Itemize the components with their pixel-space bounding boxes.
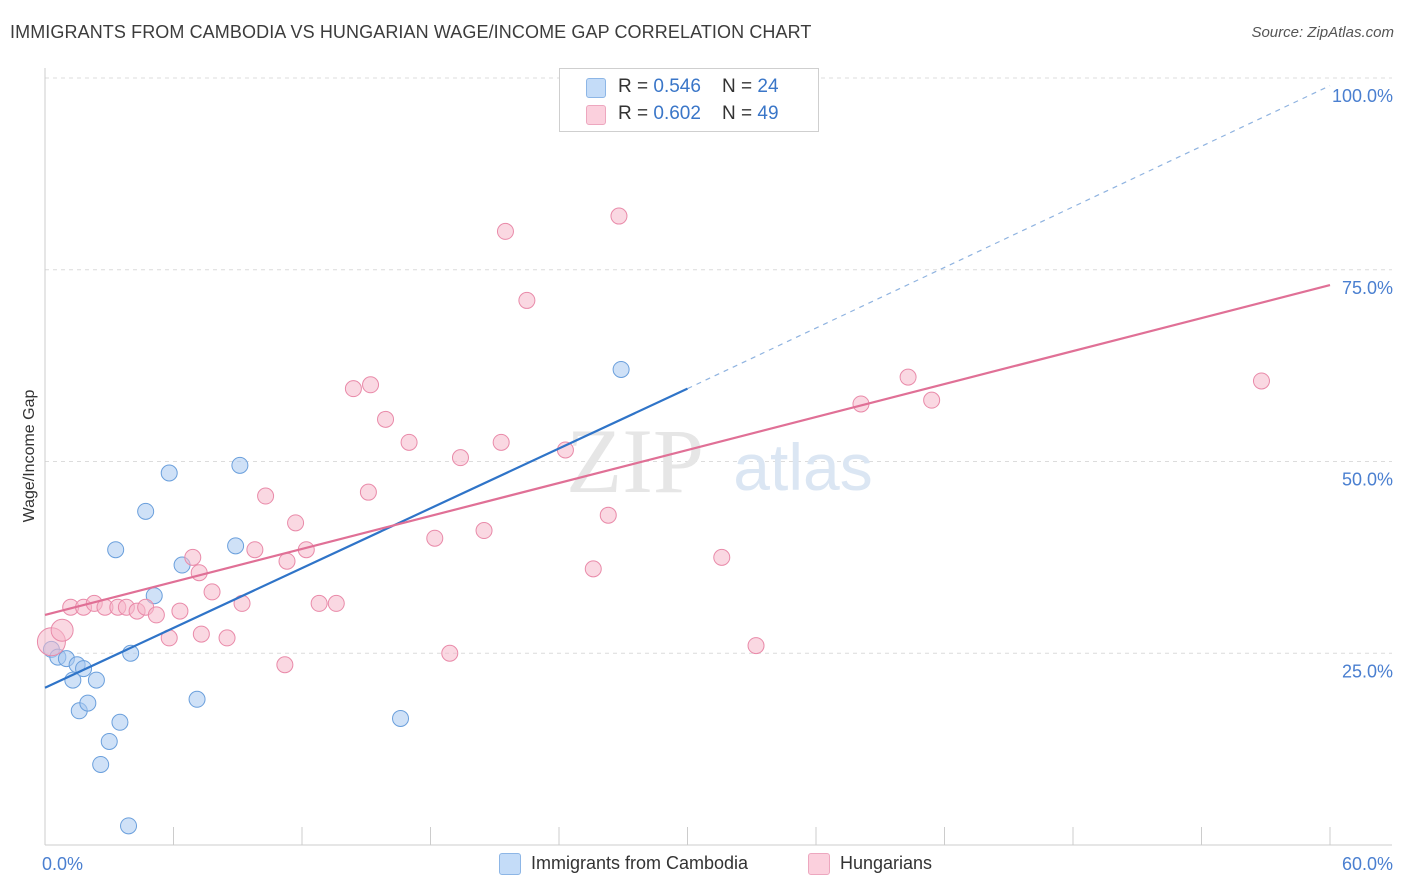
watermark-zip: ZIP bbox=[566, 410, 704, 512]
point-hungarian-36 bbox=[492, 433, 510, 451]
point-hungarian-12 bbox=[171, 602, 189, 620]
point-hungarian-22 bbox=[276, 656, 294, 674]
point-hungarian-35 bbox=[475, 522, 493, 540]
point-hungarian-38 bbox=[518, 291, 536, 309]
point-cambodia-6 bbox=[75, 660, 93, 678]
point-hungarian-15 bbox=[192, 625, 210, 643]
point-hungarian-26 bbox=[327, 594, 345, 612]
point-hungarian-17 bbox=[218, 629, 236, 647]
correlation-legend: R = 0.546 N = 24 R = 0.602 N = 49 bbox=[559, 68, 819, 132]
trend-lines bbox=[44, 85, 1331, 689]
point-hungarian-25 bbox=[310, 594, 328, 612]
point-hungarian-32 bbox=[426, 529, 444, 547]
point-cambodia-20 bbox=[227, 537, 245, 555]
point-cambodia-10 bbox=[100, 732, 118, 750]
point-cambodia-8 bbox=[87, 671, 105, 689]
y-tick-label-25: 25.0% bbox=[1342, 661, 1393, 681]
point-hungarian-14 bbox=[190, 564, 208, 582]
legend-swatch-hungarian bbox=[586, 105, 606, 125]
y-tick-label-75: 75.0% bbox=[1342, 278, 1393, 298]
trend-line-cambodia-extension bbox=[687, 85, 1331, 390]
x-tick-label-60: 60.0% bbox=[1342, 854, 1393, 874]
point-hungarian-40 bbox=[584, 560, 602, 578]
point-hungarian-10 bbox=[147, 606, 165, 624]
source-attribution: Source: ZipAtlas.com bbox=[1251, 24, 1394, 41]
legend-r-value-cambodia: 0.546 bbox=[653, 76, 701, 97]
trend-line-cambodia bbox=[44, 387, 688, 689]
axes bbox=[44, 68, 1392, 846]
point-hungarian-34 bbox=[451, 449, 469, 467]
point-hungarian-16 bbox=[203, 583, 221, 601]
point-hungarian-13 bbox=[184, 548, 202, 566]
grid-lines bbox=[45, 77, 1392, 654]
point-cambodia-19 bbox=[188, 690, 206, 708]
series-hungarian-points bbox=[36, 207, 1270, 674]
legend-text-cambodia: R = 0.546 N = 24 bbox=[618, 76, 779, 97]
tick-labels: 25.0% 50.0% 75.0% 100.0% 0.0% 60.0% bbox=[42, 86, 1393, 874]
point-hungarian-29 bbox=[362, 376, 380, 394]
point-hungarian-30 bbox=[377, 410, 395, 428]
legend-text-hungarian: R = 0.602 N = 49 bbox=[618, 103, 779, 124]
point-cambodia-17 bbox=[160, 464, 178, 482]
point-hungarian-20 bbox=[257, 487, 275, 505]
point-hungarian-33 bbox=[441, 644, 459, 662]
bottom-legend-swatch-cambodia bbox=[499, 853, 521, 875]
point-hungarian-47 bbox=[923, 391, 941, 409]
y-axis-label: Wage/Income Gap bbox=[21, 390, 38, 523]
point-cambodia-15 bbox=[137, 502, 155, 520]
point-hungarian-31 bbox=[400, 433, 418, 451]
legend-r-value-hungarian: 0.602 bbox=[653, 103, 701, 124]
point-cambodia-21 bbox=[231, 456, 249, 474]
point-hungarian-46 bbox=[899, 368, 917, 386]
trend-line-hungarian bbox=[44, 284, 1331, 616]
chart-title: IMMIGRANTS FROM CAMBODIA VS HUNGARIAN WA… bbox=[10, 22, 812, 42]
point-hungarian-1 bbox=[50, 618, 74, 642]
legend-n-value-hungarian: 49 bbox=[757, 103, 779, 124]
legend-swatch-cambodia bbox=[586, 78, 606, 98]
legend-n-value-cambodia: 24 bbox=[757, 76, 779, 97]
x-tick-label-0: 0.0% bbox=[42, 854, 83, 874]
point-cambodia-9 bbox=[92, 755, 110, 773]
point-cambodia-23 bbox=[612, 360, 630, 378]
point-hungarian-23 bbox=[287, 514, 305, 532]
watermark-atlas: atlas bbox=[733, 430, 872, 504]
point-hungarian-37 bbox=[496, 222, 514, 240]
point-cambodia-12 bbox=[111, 713, 129, 731]
series-cambodia-points bbox=[42, 360, 630, 835]
point-hungarian-28 bbox=[359, 483, 377, 501]
bottom-legend-label-cambodia: Immigrants from Cambodia bbox=[531, 853, 749, 873]
point-hungarian-42 bbox=[610, 207, 628, 225]
watermark: ZIP atlas bbox=[566, 410, 873, 512]
point-hungarian-21 bbox=[278, 552, 296, 570]
bottom-legend-swatch-hungarian bbox=[808, 853, 830, 875]
point-cambodia-22 bbox=[392, 709, 410, 727]
y-tick-label-50: 50.0% bbox=[1342, 470, 1393, 490]
point-hungarian-27 bbox=[344, 380, 362, 398]
point-hungarian-41 bbox=[599, 506, 617, 524]
point-hungarian-43 bbox=[713, 548, 731, 566]
y-tick-label-100: 100.0% bbox=[1332, 86, 1393, 106]
point-hungarian-44 bbox=[747, 637, 765, 655]
point-cambodia-11 bbox=[107, 541, 125, 559]
point-hungarian-19 bbox=[246, 541, 264, 559]
point-cambodia-7 bbox=[79, 694, 97, 712]
bottom-legend-label-hungarian: Hungarians bbox=[840, 853, 933, 873]
point-cambodia-13 bbox=[120, 817, 138, 835]
point-hungarian-48 bbox=[1252, 372, 1270, 390]
